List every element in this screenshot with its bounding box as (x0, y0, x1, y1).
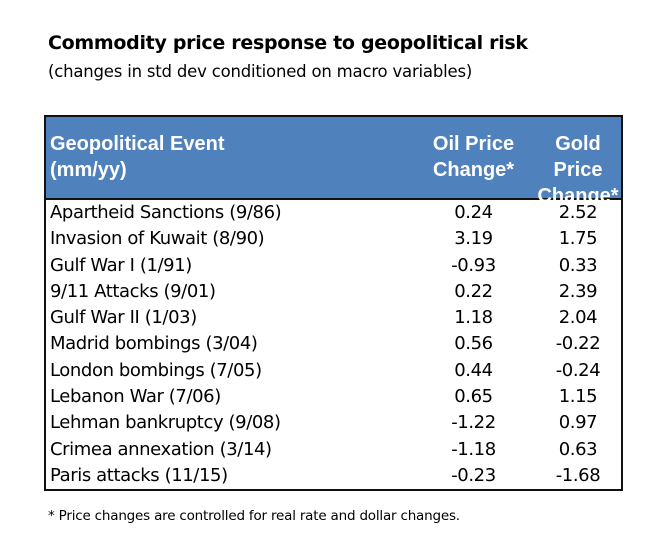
gold-change-cell: 2.52 (558, 202, 598, 223)
oil-change-cell: 0.44 (454, 359, 493, 381)
table-header: Geopolitical Event (mm/yy) Oil Price Cha… (46, 117, 621, 207)
table-row: 9/11 Attacks (9/01) 0.22 2.39 (46, 279, 621, 305)
oil-change-cell: 1.18 (454, 307, 493, 329)
event-cell: Madrid bombings (3/04) (50, 333, 258, 355)
oil-change-cell: -1.18 (451, 438, 496, 460)
table-subtitle: (changes in std dev conditioned on macro… (48, 62, 473, 81)
header-gold: Gold Price Change* (535, 117, 621, 207)
event-cell: Gulf War II (1/03) (50, 307, 197, 329)
table-row: Crimea annexation (3/14) -1.18 0.63 (46, 437, 621, 463)
table-row: Lebanon War (7/06) 0.65 1.15 (46, 384, 621, 410)
table-row: Invasion of Kuwait (8/90) 3.19 1.75 (46, 226, 621, 252)
table-body: Apartheid Sanctions (9/86) 0.24 2.52 Invasi… (46, 200, 621, 489)
table-row: Gulf War II (1/03) 1.18 2.04 (46, 305, 621, 331)
table-row: Lehman bankruptcy (9/08) -1.22 0.97 (46, 410, 621, 436)
header-oil-line2: Change* (432, 159, 515, 181)
gold-change-cell: -1.68 (555, 464, 601, 486)
event-cell: 9/11 Attacks (9/01) (50, 280, 216, 302)
oil-change-cell: 3.19 (454, 228, 493, 250)
gold-change-cell: 2.04 (558, 307, 598, 329)
footnote: * Price changes are controlled for real … (48, 508, 460, 524)
event-cell: Gulf War I (1/91) (50, 254, 192, 276)
oil-change-cell: 0.65 (454, 386, 493, 408)
event-cell: Crimea annexation (3/14) (50, 438, 272, 460)
event-cell: Lebanon War (7/06) (50, 386, 221, 408)
gold-change-cell: 2.39 (558, 280, 598, 302)
oil-change-cell: 0.22 (454, 280, 493, 302)
table-row: Paris attacks (11/15) -0.23 -1.68 (46, 463, 621, 489)
header-gold-line2: Change* (537, 185, 619, 207)
gold-change-cell: -0.22 (555, 333, 601, 355)
event-cell: Lehman bankruptcy (9/08) (50, 412, 281, 434)
event-cell: Apartheid Sanctions (9/86) (50, 202, 282, 223)
oil-change-cell: 0.56 (454, 333, 493, 355)
gold-change-cell: 0.33 (558, 254, 598, 276)
oil-change-cell: -1.22 (451, 412, 496, 434)
oil-change-cell: -0.93 (451, 254, 496, 276)
event-cell: Invasion of Kuwait (8/90) (50, 228, 265, 250)
table-row: Gulf War I (1/91) -0.93 0.33 (46, 253, 621, 279)
oil-change-cell: -0.23 (451, 464, 496, 486)
header-event-line2: (mm/yy) (50, 159, 127, 181)
data-table: Geopolitical Event (mm/yy) Oil Price Cha… (44, 115, 623, 492)
gold-change-cell: -0.24 (555, 359, 601, 381)
event-cell: Paris attacks (11/15) (50, 464, 228, 486)
gold-change-cell: 0.63 (558, 438, 598, 460)
header-event-line1: Geopolitical Event (50, 133, 225, 155)
table-title: Commodity price response to geopolitical… (48, 32, 528, 54)
table-row: Madrid bombings (3/04) 0.56 -0.22 (46, 331, 621, 357)
table-row: Apartheid Sanctions (9/86) 0.24 2.52 (46, 200, 621, 226)
gold-change-cell: 1.15 (558, 386, 598, 408)
header-gold-line1: Gold Price (553, 133, 603, 181)
header-oil: Oil Price Change* (412, 117, 535, 198)
gold-change-cell: 1.75 (558, 228, 598, 250)
gold-change-cell: 0.97 (558, 412, 598, 434)
oil-change-cell: 0.24 (454, 202, 493, 223)
header-event: Geopolitical Event (mm/yy) (46, 117, 346, 198)
header-oil-line1: Oil Price (432, 133, 515, 155)
event-cell: London bombings (7/05) (50, 359, 262, 381)
table-row: London bombings (7/05) 0.44 -0.24 (46, 358, 621, 384)
